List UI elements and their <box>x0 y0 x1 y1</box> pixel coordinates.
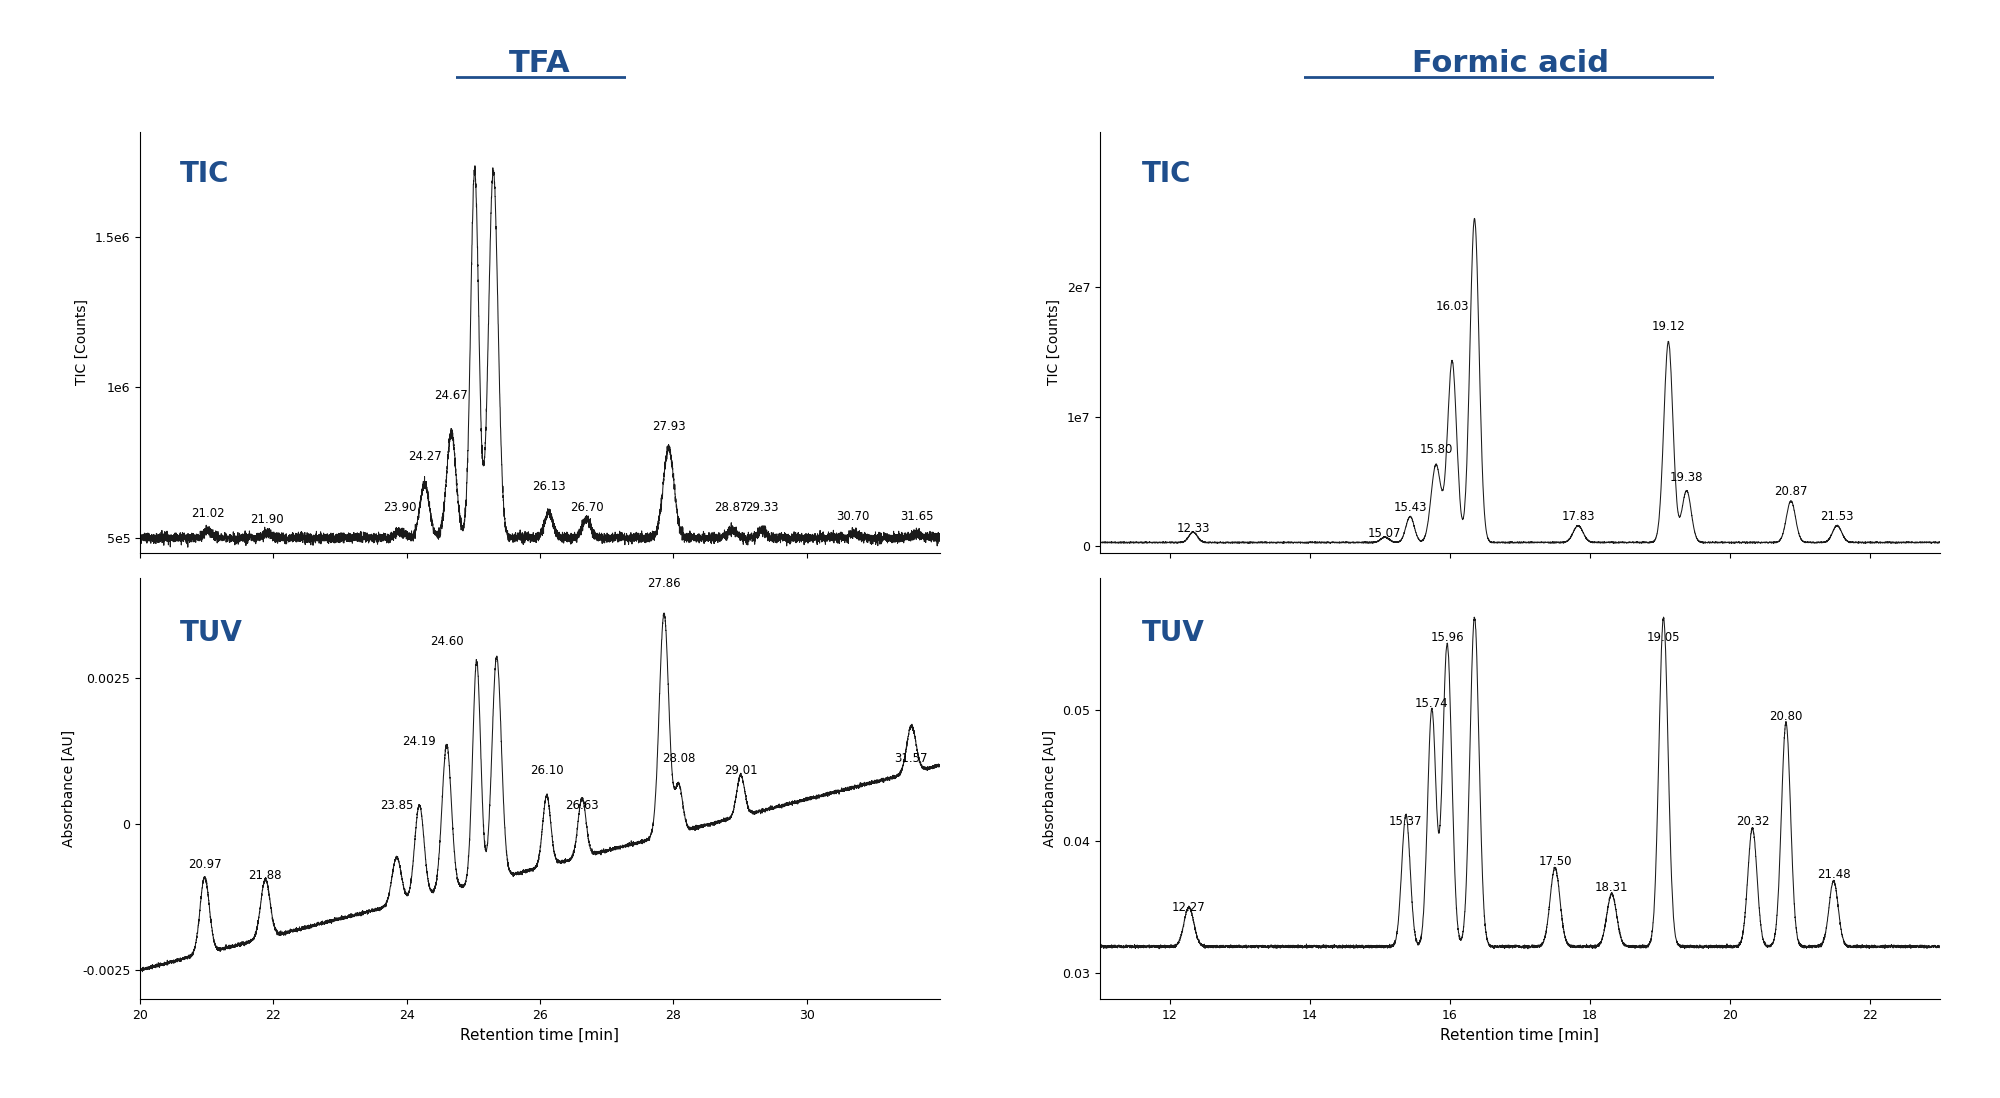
Text: 26.70: 26.70 <box>570 501 604 514</box>
Text: 20.80: 20.80 <box>1770 709 1802 722</box>
Text: TFA: TFA <box>510 49 570 78</box>
Text: 24.27: 24.27 <box>408 449 442 462</box>
Text: TUV: TUV <box>1142 619 1204 647</box>
Text: 16.03: 16.03 <box>1436 300 1468 313</box>
Text: 12.33: 12.33 <box>1176 522 1210 535</box>
Y-axis label: TIC [Counts]: TIC [Counts] <box>1048 300 1062 385</box>
Text: 17.50: 17.50 <box>1538 854 1572 867</box>
Text: 30.70: 30.70 <box>836 509 870 523</box>
Text: 28.87: 28.87 <box>714 501 748 514</box>
Text: 23.90: 23.90 <box>384 501 416 514</box>
Text: 26.63: 26.63 <box>566 799 598 813</box>
Text: 19.05: 19.05 <box>1646 631 1680 643</box>
Text: 19.38: 19.38 <box>1670 471 1704 484</box>
Text: TIC: TIC <box>180 160 230 188</box>
Text: 24.60: 24.60 <box>430 636 464 648</box>
Text: 27.93: 27.93 <box>652 419 686 433</box>
Text: 20.32: 20.32 <box>1736 815 1770 828</box>
Text: 15.74: 15.74 <box>1414 697 1448 709</box>
Text: 15.80: 15.80 <box>1420 442 1452 456</box>
Text: 29.01: 29.01 <box>724 764 758 777</box>
Text: 21.88: 21.88 <box>248 870 282 882</box>
Text: 26.13: 26.13 <box>532 480 566 493</box>
Text: 21.02: 21.02 <box>192 507 224 519</box>
Text: 24.19: 24.19 <box>402 735 436 748</box>
X-axis label: Retention time [min]: Retention time [min] <box>1440 1028 1600 1042</box>
Y-axis label: Absorbance [AU]: Absorbance [AU] <box>62 730 76 848</box>
Text: 24.67: 24.67 <box>434 390 468 403</box>
Text: 20.97: 20.97 <box>188 858 222 871</box>
Text: 17.83: 17.83 <box>1562 511 1594 523</box>
Text: 27.86: 27.86 <box>648 576 680 590</box>
Text: 31.65: 31.65 <box>900 509 934 523</box>
Text: 18.31: 18.31 <box>1594 881 1628 894</box>
Text: 12.27: 12.27 <box>1172 900 1206 914</box>
Text: TIC: TIC <box>1142 160 1192 188</box>
Text: TUV: TUV <box>180 619 242 647</box>
Text: 19.12: 19.12 <box>1652 320 1686 333</box>
Text: 21.53: 21.53 <box>1820 511 1854 523</box>
Y-axis label: TIC [Counts]: TIC [Counts] <box>76 300 90 385</box>
Text: 23.85: 23.85 <box>380 799 414 813</box>
Text: 15.43: 15.43 <box>1394 501 1426 514</box>
Text: 21.90: 21.90 <box>250 513 284 526</box>
Y-axis label: Absorbance [AU]: Absorbance [AU] <box>1042 730 1056 848</box>
Text: 28.08: 28.08 <box>662 752 696 765</box>
Text: Formic acid: Formic acid <box>1412 49 1608 78</box>
Text: 21.48: 21.48 <box>1816 867 1850 881</box>
X-axis label: Retention time [min]: Retention time [min] <box>460 1028 620 1042</box>
Text: 15.96: 15.96 <box>1430 631 1464 643</box>
Text: 29.33: 29.33 <box>746 501 778 514</box>
Text: 31.57: 31.57 <box>894 752 928 765</box>
Text: 15.37: 15.37 <box>1390 815 1422 828</box>
Text: 20.87: 20.87 <box>1774 485 1808 498</box>
Text: 26.10: 26.10 <box>530 764 564 777</box>
Text: 15.07: 15.07 <box>1368 527 1402 540</box>
